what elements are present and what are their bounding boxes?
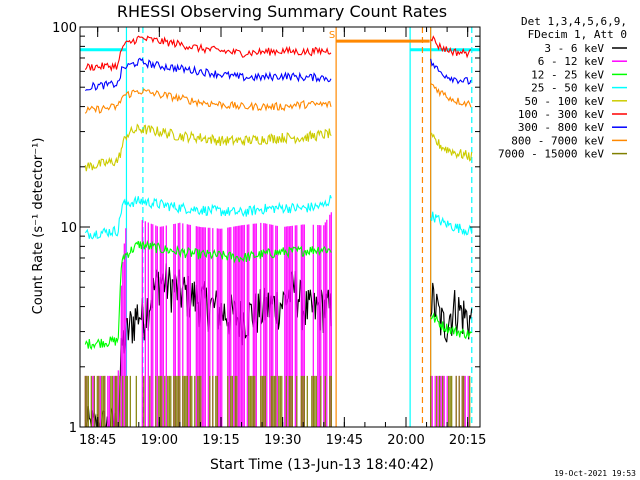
y-tick-label-1: 10 — [60, 221, 77, 236]
legend-label-6: 300 - 800 keV — [518, 121, 604, 134]
x-tick-label-5: 20:00 — [387, 433, 424, 448]
x-tick-label-6: 20:15 — [449, 433, 486, 448]
series-5-segment-1 — [430, 35, 472, 59]
y-tick-label-2: 100 — [52, 21, 77, 36]
legend-label-3: 25 - 50 keV — [531, 82, 604, 95]
series-2-segment-1 — [430, 312, 473, 340]
legend-label-2: 12 - 25 keV — [531, 68, 604, 81]
series-6-segment-1 — [430, 58, 472, 85]
series-8-segment-1 — [430, 375, 471, 427]
series-7-segment-0 — [84, 88, 332, 114]
series-7-segment-2 — [430, 82, 472, 108]
x-tick-label-3: 19:30 — [264, 433, 301, 448]
x-tick-label-0: 18:45 — [79, 433, 116, 448]
legend-label-8: 7000 - 15000 keV — [498, 148, 604, 161]
legend-label-1: 6 - 12 keV — [538, 55, 605, 68]
legend-label-0: 3 - 6 keV — [544, 42, 604, 55]
legend-header-line-2: FDecim 1, Att 0 — [528, 28, 627, 41]
series-4-segment-1 — [430, 132, 473, 162]
series-0-segment-1 — [430, 282, 473, 343]
chart-title: RHESSI Observing Summary Count Rates — [117, 2, 447, 21]
series-2-segment-0 — [84, 240, 332, 351]
x-axis-label: Start Time (13-Jun-13 18:40:42) — [210, 457, 434, 473]
plot-area: S — [80, 27, 480, 428]
series-1-segment-0 — [84, 212, 332, 427]
annotation-0: S — [329, 30, 335, 41]
x-tick-label-4: 19:45 — [326, 433, 363, 448]
legend-label-5: 100 - 300 keV — [518, 108, 604, 121]
series-3-segment-1 — [430, 211, 473, 237]
series-8-segment-0 — [84, 375, 332, 427]
legend: Det 1,3,4,5,6,9, FDecim 1, Att 0 3 - 6 k… — [498, 15, 627, 161]
series-6-segment-0 — [84, 57, 332, 92]
x-tick-label-1: 19:00 — [141, 433, 178, 448]
legend-label-7: 800 - 7000 keV — [511, 134, 604, 147]
footer-timestamp: 19-Oct-2021 19:53 — [554, 469, 636, 478]
y-tick-label-0: 1 — [69, 421, 77, 436]
legend-header-line-1: Det 1,3,4,5,6,9, — [521, 15, 627, 28]
plot-frame — [79, 26, 481, 428]
series-5-segment-0 — [84, 35, 332, 73]
series-3-segment-0 — [84, 195, 332, 240]
plot-axes: 1 10 100 18:45 19:00 19:15 19:30 19:45 20:00 20:1… — [52, 21, 486, 448]
x-tick-label-2: 19:15 — [202, 433, 239, 448]
series-4-segment-0 — [84, 123, 332, 172]
legend-label-4: 50 - 100 keV — [525, 95, 605, 108]
y-axis-label: Count Rate (s⁻¹ detector⁻¹) — [31, 138, 46, 315]
